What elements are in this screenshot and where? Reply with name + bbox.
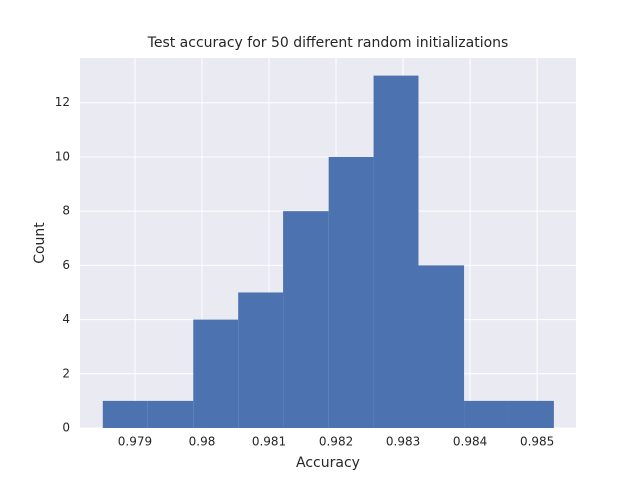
y-axis-label: Count <box>32 222 48 264</box>
x-tick-label: 0.983 <box>386 435 420 449</box>
y-tick-label: 10 <box>55 149 70 163</box>
bar <box>464 400 509 428</box>
bar <box>193 319 239 428</box>
bars <box>102 75 554 428</box>
y-tick-label: 2 <box>62 366 70 380</box>
x-tick-label: 0.98 <box>189 435 216 449</box>
x-tick-label: 0.982 <box>319 435 353 449</box>
y-tick-label: 4 <box>62 312 70 326</box>
bar <box>283 211 329 428</box>
x-tick-label: 0.981 <box>252 435 286 449</box>
bar <box>328 156 374 428</box>
chart-title: Test accuracy for 50 different random in… <box>147 35 509 51</box>
bar <box>418 265 465 428</box>
y-tick-label: 6 <box>62 258 70 272</box>
y-tick-label: 8 <box>62 204 70 218</box>
y-tick-label: 0 <box>62 421 70 435</box>
y-tick-label: 12 <box>55 95 70 109</box>
bar <box>373 75 419 428</box>
x-axis-label: Accuracy <box>296 455 360 471</box>
bar <box>147 400 194 428</box>
x-tick-label: 0.985 <box>520 435 554 449</box>
bar <box>508 400 554 428</box>
bar <box>102 400 148 428</box>
bar <box>238 292 284 428</box>
x-tick-label: 0.984 <box>453 435 487 449</box>
x-tick-label: 0.979 <box>118 435 152 449</box>
